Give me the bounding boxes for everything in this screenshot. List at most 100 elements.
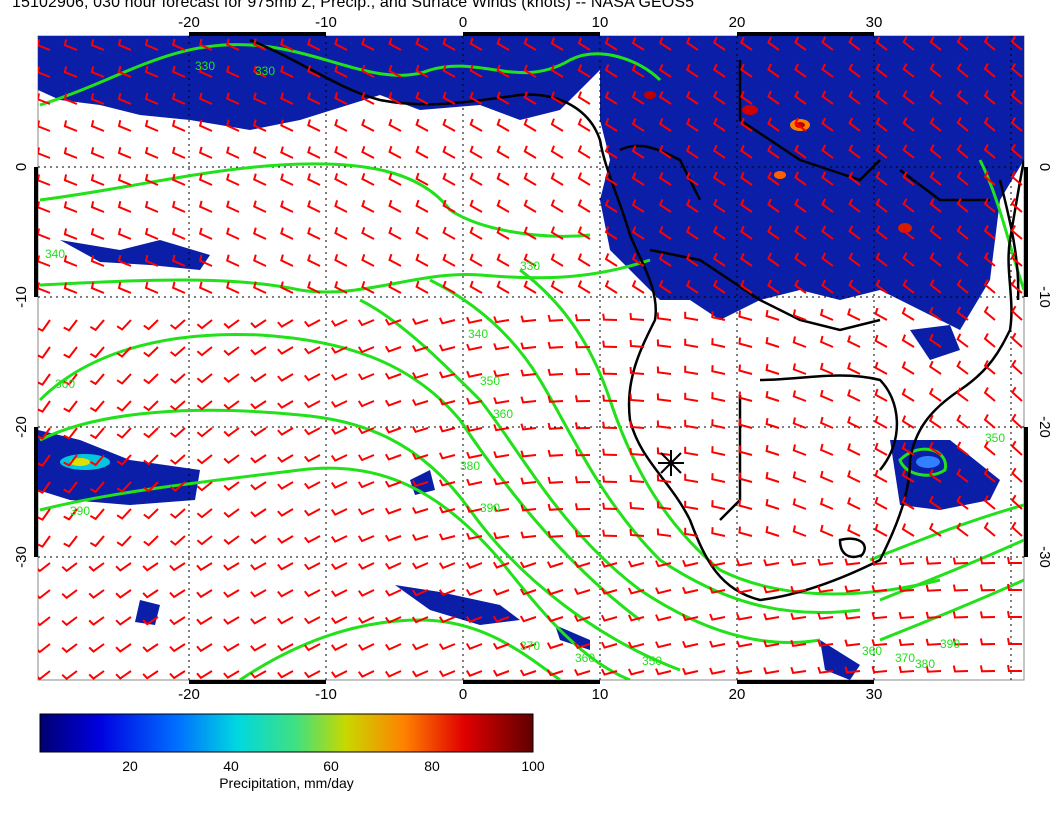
wind-barb: [415, 145, 429, 159]
wind-barb: [171, 146, 186, 159]
wind-barb: [821, 36, 834, 51]
wind-barb: [600, 560, 618, 568]
wind-barb: [629, 393, 645, 402]
wind-barb: [226, 173, 240, 186]
precipitation-layer: [38, 36, 1024, 680]
wind-barb: [546, 642, 564, 650]
wind-barb: [117, 146, 132, 159]
wind-barb: [550, 37, 564, 51]
wind-barb: [492, 642, 510, 650]
wind-barb: [357, 562, 375, 570]
wind-barb: [438, 317, 456, 325]
wind-barb: [523, 226, 537, 240]
wind-barb: [38, 616, 51, 627]
wind-barb: [875, 36, 888, 51]
wind-barb: [847, 362, 861, 375]
wind-barb: [277, 373, 294, 382]
wind-barb: [875, 117, 888, 132]
wind-barb: [656, 393, 672, 402]
wind-barb: [223, 535, 240, 546]
wind-barb: [711, 473, 726, 483]
wind-barb: [334, 281, 348, 294]
wind-barb: [712, 144, 726, 159]
wind-barb: [685, 171, 699, 186]
wind-barb: [63, 282, 78, 294]
wind-barb: [143, 454, 159, 466]
wind-barb: [89, 535, 105, 548]
wind-barb: [983, 387, 996, 402]
wind-barb: [546, 588, 564, 596]
wind-barb: [63, 481, 78, 494]
wind-barb: [117, 119, 132, 132]
wind-barb: [928, 333, 942, 348]
wind-barb: [519, 642, 537, 650]
wind-barb: [956, 414, 969, 429]
wind-barb: [277, 400, 294, 409]
wind-barb: [196, 643, 213, 653]
wind-barb: [277, 346, 294, 355]
wind-barb: [523, 91, 537, 105]
contour-label: 360: [575, 651, 595, 665]
wind-barb: [684, 392, 699, 402]
wind-barb: [61, 643, 78, 654]
wind-barb: [384, 507, 402, 515]
wind-barb: [604, 37, 618, 51]
wind-barb: [496, 145, 510, 159]
wind-barb: [875, 198, 888, 213]
wind-barb: [169, 535, 186, 546]
wind-barb: [956, 387, 969, 402]
wind-barb: [223, 589, 240, 598]
wind-barb: [684, 365, 699, 375]
wind-barb: [357, 535, 375, 543]
wind-barb: [520, 477, 537, 485]
wind-barb: [656, 339, 672, 348]
wind-barb: [712, 198, 726, 213]
wind-barb: [520, 342, 537, 350]
wind-barb: [466, 478, 483, 486]
wind-barb: [1011, 440, 1023, 456]
wind-barb: [253, 200, 267, 213]
wind-barb: [169, 670, 186, 680]
wind-barb: [280, 173, 294, 186]
wind-barb: [334, 227, 348, 240]
wind-barb: [956, 144, 969, 159]
wind-barb: [198, 227, 213, 240]
wind-barb: [143, 373, 159, 385]
wind-barb: [415, 172, 429, 186]
wind-barb: [655, 587, 672, 595]
wind-barb: [277, 454, 294, 463]
wind-barb: [143, 481, 159, 493]
wind-barb: [902, 117, 915, 132]
wind-barb: [983, 252, 996, 267]
wind-barb: [550, 199, 564, 213]
wind-barb: [466, 532, 483, 540]
wind-barb: [819, 497, 834, 510]
wind-barb: [929, 144, 942, 159]
wind-barb: [253, 146, 267, 159]
wind-barb: [169, 400, 186, 411]
wind-barb: [38, 562, 51, 573]
wind-barb: [415, 253, 429, 267]
wind-barb: [523, 199, 537, 213]
wind-barb: [334, 38, 348, 51]
wind-barb: [956, 522, 969, 537]
wind-barb: [143, 535, 159, 547]
wind-barb: [712, 171, 726, 186]
lat-tick-label: -10: [13, 286, 30, 308]
wind-barb: [902, 252, 915, 267]
wind-barb: [1010, 224, 1023, 240]
wind-barb: [169, 346, 186, 357]
wind-barb: [253, 119, 267, 132]
wind-barb: [196, 562, 213, 572]
wind-barb: [88, 562, 105, 572]
wind-barb: [656, 312, 672, 321]
wind-barb: [574, 587, 591, 596]
wind-barb: [38, 282, 51, 294]
wind-barb: [602, 394, 618, 402]
wind-barb: [307, 173, 321, 186]
wind-barb: [384, 399, 402, 407]
wind-barb: [280, 146, 294, 159]
wind-barb: [684, 338, 699, 348]
wind-barb: [38, 670, 51, 680]
wind-barb: [740, 90, 753, 105]
